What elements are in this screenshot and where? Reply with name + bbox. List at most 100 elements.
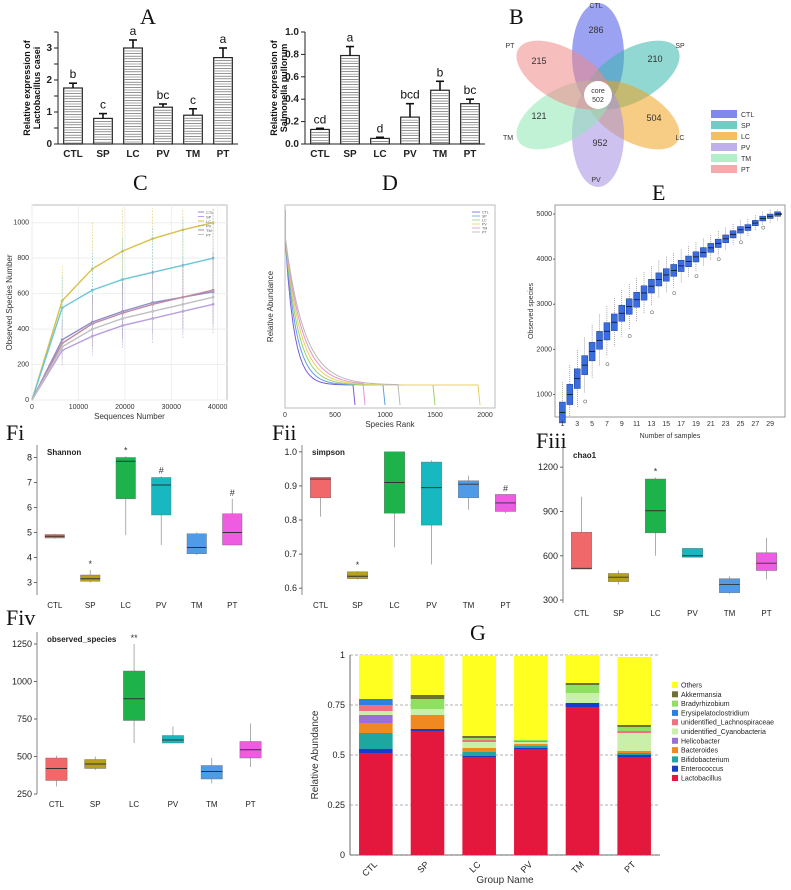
x-tick-label: TM [463,601,475,610]
y-tick-label: 750 [17,714,32,724]
x-tick-label: PV [156,149,170,160]
x-tick-label: CTL [574,609,590,618]
x-tick-label: SP [343,149,357,160]
venn-legend-label: LC [741,134,750,141]
rank-curve [285,210,386,406]
significance-letter: d [377,121,384,135]
y-tick-label: 0.7 [284,549,297,559]
legend-label: CTL [482,211,489,215]
legend-label: Lactobacillus [681,776,722,783]
venn-value-tm: 121 [531,111,546,121]
legend-swatch [672,700,678,707]
stack-enterococcus [462,756,496,757]
significance-mark: * [124,445,128,455]
stack-unidentified_cyanobacteria [462,742,496,748]
x-tick-label: 1500 [427,412,443,419]
chart-rarefaction: 0 10000 20000 30000 40000 0 200 400 600 800 1000 CT… [5,204,228,421]
x-tick-label: 11 [633,421,640,428]
box-tm [186,533,207,554]
chart-title: Shannon [47,448,81,457]
y-tick-label: 1.0 [285,27,299,38]
y-tick-label: 3 [46,43,52,54]
venn-name-pt: PT [506,43,516,50]
y-tick-label: 0.8 [285,49,299,60]
stack-bifidobacterium [514,746,548,748]
stack-bifidobacterium [617,753,651,755]
y-tick-label: 0.0 [285,139,299,150]
panel-label-fi: Fi [6,420,24,445]
legend-label: TM [206,228,212,233]
x-tick-label: CTL [47,601,63,610]
stack-bradyrhizobium [410,699,445,709]
venn-value-ctl: 286 [588,25,603,35]
series-point [181,295,185,299]
outlier [672,291,677,295]
venn-legend-swatch [711,110,737,118]
x-tick-label: 1 [560,421,564,428]
y-tick-label: 1000 [12,677,32,687]
series-point [151,237,155,241]
y-axis-label-line2: Salmonella pullorum [279,44,289,133]
stack-unidentified_cyanobacteria [514,742,548,744]
venn-legend-swatch [711,154,737,162]
y-tick-label: 0.8 [284,515,297,525]
series-point [90,322,94,326]
series-point [181,302,185,306]
x-tick-label: 10000 [69,404,89,411]
box-pt [756,552,777,571]
stack-unidentified_cyanobacteria [617,733,651,751]
significance-mark: * [356,560,360,570]
series-point [121,278,124,281]
outlier [605,362,610,367]
legend-swatch [672,691,678,698]
stack-bradyrhizobium [617,727,651,731]
bar [93,117,113,145]
y-tick-label: 200 [17,362,29,369]
series-point [90,288,94,292]
stack-bacteroides [410,715,445,729]
legend-label: unidentified_Cyanobacteria [681,729,766,736]
series-point [90,334,94,338]
stack-lactobacillus [359,753,393,855]
x-tick-label: PV [403,149,417,160]
stack-unidentified_cyanobacteria [565,693,600,703]
legend-swatch [672,747,678,754]
outlier [694,274,699,279]
x-tick-label: 7 [605,421,609,428]
series-point [121,249,124,253]
legend-label: Erysipelatoclostridium [681,710,749,717]
legend-label: unidentified_Lachnospiraceae [681,720,774,727]
y-tick-label: 800 [17,255,29,262]
outlier [583,399,588,404]
x-tick-label: 27 [751,421,759,428]
x-tick-label: TM [433,149,447,160]
legend-label: PT [206,233,212,238]
significance-letter: c [190,93,196,107]
venn-legend-swatch [711,132,737,140]
y-tick-label: 8 [27,453,32,463]
x-tick-label: PT [217,149,230,160]
x-tick-label: LC [650,609,660,618]
x-tick-label: TM [724,609,736,618]
stack-unidentified_cyanobacteria [410,709,445,715]
x-tick-label: 1000 [377,412,393,419]
chart-relative-abundance: 0 0.25 0.5 0.75 1 CTL SP LC PV TM PT Group Name Rela… [310,650,774,886]
chart-chao1: chao1 300 600 900 1200 CTL SP * LC PV TM PT [538,448,777,618]
stack-helicobacter [359,715,393,723]
y-axis-label-line2: Lactobacillus casei [32,47,42,130]
x-tick-label: 13 [648,421,656,428]
y-axis-label: Relative Abundance [310,710,321,799]
legend-label: Bradyrhizobium [681,701,730,708]
panel-label-g: G [470,620,486,645]
y-axis-label-line1: Relative expression of [269,39,279,136]
x-tick-label: 20000 [115,404,135,411]
venn-legend-swatch [711,143,737,151]
significance-mark: # [503,483,508,493]
x-tick-label: CTL [313,601,329,610]
series-point [121,324,124,327]
series-point [121,311,124,315]
x-tick-label: PT [761,609,771,618]
series-point [181,263,185,267]
